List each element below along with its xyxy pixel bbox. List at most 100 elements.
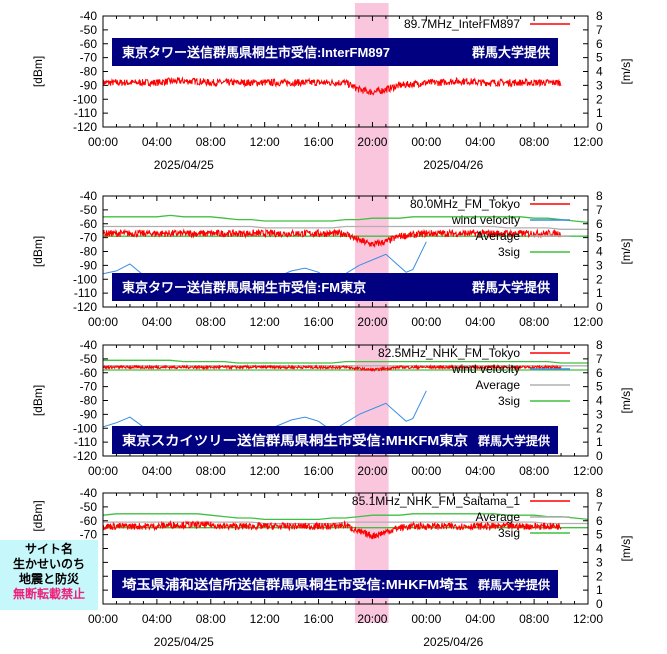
watermark-notice: 無断転載禁止 (12, 587, 85, 601)
legend-label: 89.7MHz_InterFM897 (404, 17, 520, 31)
y-axis-label: [dBm] (31, 385, 45, 416)
date-label: 2025/04/26 (423, 158, 483, 172)
y2-tick-label: 4 (596, 394, 603, 408)
legend-label: 3sig (498, 245, 520, 259)
highlight-band (354, 3, 389, 623)
title-banner (112, 38, 558, 66)
x-tick-label: 20:00 (357, 315, 387, 329)
y-tick-label: -60 (80, 514, 98, 528)
x-tick-label: 12:00 (573, 135, 603, 149)
x-tick-label: 12:00 (573, 464, 603, 478)
y2-tick-label: 8 (596, 486, 603, 500)
x-tick-label: 04:00 (465, 612, 495, 626)
y2-tick-label: 2 (596, 421, 603, 435)
y-tick-label: -90 (80, 407, 98, 421)
banner-credit: 群馬大学提供 (477, 577, 550, 592)
banner-title: 東京タワー送信群馬県桐生市受信:FM東京 (122, 280, 366, 295)
x-tick-label: 08:00 (196, 135, 226, 149)
y-tick-label: -40 (80, 9, 98, 23)
y-tick-label: -70 (80, 231, 98, 245)
title-banner (112, 426, 558, 454)
y2-tick-label: 3 (596, 258, 603, 272)
y-axis-label: [dBm] (31, 56, 45, 87)
x-tick-label: 08:00 (519, 315, 549, 329)
y-tick-label: -70 (80, 528, 98, 542)
wind-line (102, 241, 427, 291)
signal-line (102, 76, 562, 96)
y2-tick-label: 5 (596, 380, 603, 394)
banner-title: 東京タワー送信群馬県桐生市受信:InterFM897 (122, 45, 390, 60)
x-tick-label: 04:00 (142, 464, 172, 478)
sig-upper-line (102, 513, 589, 521)
y-tick-label: -50 (80, 203, 98, 217)
y2-tick-label: 6 (596, 217, 603, 231)
y-tick-label: -120 (73, 120, 97, 134)
signal-line (102, 520, 562, 540)
y-tick-label: -120 (73, 449, 97, 463)
x-tick-label: 00:00 (411, 135, 441, 149)
date-label: 2025/04/25 (154, 635, 214, 649)
y2-tick-label: 1 (596, 106, 603, 120)
x-tick-label: 12:00 (250, 464, 280, 478)
y2-tick-label: 6 (596, 37, 603, 51)
y2-axis-label: [m/s] (619, 388, 633, 414)
legend-label: 80.0MHz_FM_Tokyo (410, 197, 520, 211)
x-tick-label: 00:00 (411, 612, 441, 626)
y-tick-label: -110 (74, 435, 97, 449)
y2-axis-label: [m/s] (619, 59, 633, 85)
y2-tick-label: 0 (596, 597, 603, 611)
x-tick-label: 12:00 (250, 612, 280, 626)
x-tick-label: 00:00 (411, 315, 441, 329)
y2-tick-label: 2 (596, 569, 603, 583)
y2-tick-label: 4 (596, 245, 603, 259)
x-tick-label: 08:00 (196, 315, 226, 329)
y2-tick-label: 7 (596, 23, 603, 37)
y2-tick-label: 6 (596, 514, 603, 528)
y-tick-label: -100 (73, 92, 97, 106)
average-line (103, 225, 588, 230)
legend-label: Average (476, 510, 521, 524)
x-tick-label: 08:00 (196, 612, 226, 626)
y-tick-label: -50 (80, 352, 98, 366)
plot-frame (102, 195, 589, 308)
y2-axis-label: [m/s] (619, 239, 633, 265)
plot-frame (102, 492, 589, 605)
x-tick-label: 00:00 (88, 612, 118, 626)
x-tick-label: 12:00 (250, 135, 280, 149)
x-tick-label: 00:00 (411, 464, 441, 478)
title-banner (112, 273, 558, 301)
x-tick-label: 08:00 (519, 135, 549, 149)
y-axis-label: [dBm] (31, 236, 45, 267)
plot-frame (102, 344, 589, 457)
y2-tick-label: 0 (596, 120, 603, 134)
y2-tick-label: 0 (596, 449, 603, 463)
y-axis-label: [dBm] (31, 500, 45, 531)
x-tick-label: 04:00 (142, 612, 172, 626)
y2-tick-label: 2 (596, 92, 603, 106)
legend-label: 85.1MHz_NHK_FM_Saitama_1 (352, 494, 520, 508)
legend-label: 3sig (498, 526, 520, 540)
x-tick-label: 16:00 (304, 135, 334, 149)
legend-label: 82.5MHz_NHK_FM_Tokyo (378, 346, 520, 360)
x-tick-label: 04:00 (142, 315, 172, 329)
y2-tick-label: 8 (596, 9, 603, 23)
y-tick-label: -100 (73, 421, 97, 435)
y-tick-label: -40 (80, 338, 98, 352)
y-tick-label: -50 (80, 500, 98, 514)
x-tick-label: 16:00 (304, 612, 334, 626)
banner-title: 埼玉県浦和送信所送信群馬県桐生市受信:MHKFM埼玉 (122, 577, 468, 592)
y2-tick-label: 3 (596, 555, 603, 569)
date-label: 2025/04/26 (423, 635, 483, 649)
x-tick-label: 04:00 (465, 315, 495, 329)
y2-tick-label: 5 (596, 51, 603, 65)
banner-credit: 群馬大学提供 (472, 280, 550, 295)
banner-credit: 群馬大学提供 (477, 433, 550, 448)
y-tick-label: -80 (80, 65, 98, 79)
y2-tick-label: 6 (596, 366, 603, 380)
signal-line (102, 363, 562, 373)
legend-label: Average (476, 229, 521, 243)
y-tick-label: -60 (80, 217, 98, 231)
y2-tick-label: 3 (596, 78, 603, 92)
